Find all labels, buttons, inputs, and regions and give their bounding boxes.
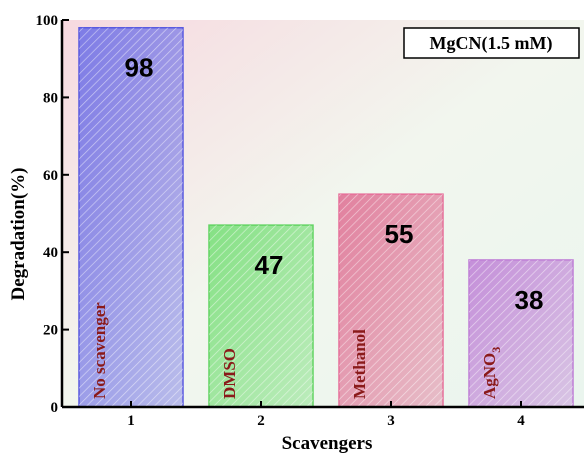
y-tick-label-0: 0 (51, 400, 59, 416)
y-ticks-group: 0 20 40 60 80 100 (36, 13, 69, 416)
x-tick-label-1: 1 (127, 413, 135, 429)
y-tick-label-100: 100 (36, 13, 59, 29)
value-label-2: 47 (255, 250, 284, 280)
bar-name-4: AgNO3 (480, 347, 503, 399)
x-axis-title: Scavengers (282, 433, 373, 454)
y-tick-label-20: 20 (43, 323, 58, 339)
y-tick-label-40: 40 (43, 245, 58, 261)
x-tick-label-2: 2 (257, 413, 265, 429)
y-tick-label-60: 60 (43, 168, 58, 184)
value-label-4: 38 (515, 285, 544, 315)
x-ticks-group: 1 2 3 4 (127, 401, 525, 429)
bar-name-2: DMSO (220, 348, 239, 399)
bar-hatch-1 (79, 27, 183, 408)
y-tick-label-80: 80 (43, 90, 58, 106)
bar-name-3: Methanol (350, 329, 369, 399)
value-label-3: 55 (385, 219, 414, 249)
x-tick-label-4: 4 (517, 413, 525, 429)
x-tick-label-3: 3 (387, 413, 395, 429)
bar-names-group: No scavenger DMSO Methanol AgNO3 (90, 302, 503, 399)
bar-name-1: No scavenger (90, 302, 109, 399)
legend-box: MgCN(1.5 mM) (403, 27, 580, 59)
bar-hatch-4 (469, 259, 573, 407)
bar-hatch-2 (209, 225, 313, 407)
y-axis-title: Degradation(%) (8, 168, 29, 301)
bars-group (78, 26, 574, 408)
legend-title: MgCN(1.5 mM) (430, 33, 553, 54)
value-labels-group: 98 47 55 38 (125, 53, 544, 315)
bar-hatch-3 (339, 194, 443, 407)
value-label-1: 98 (125, 53, 154, 83)
